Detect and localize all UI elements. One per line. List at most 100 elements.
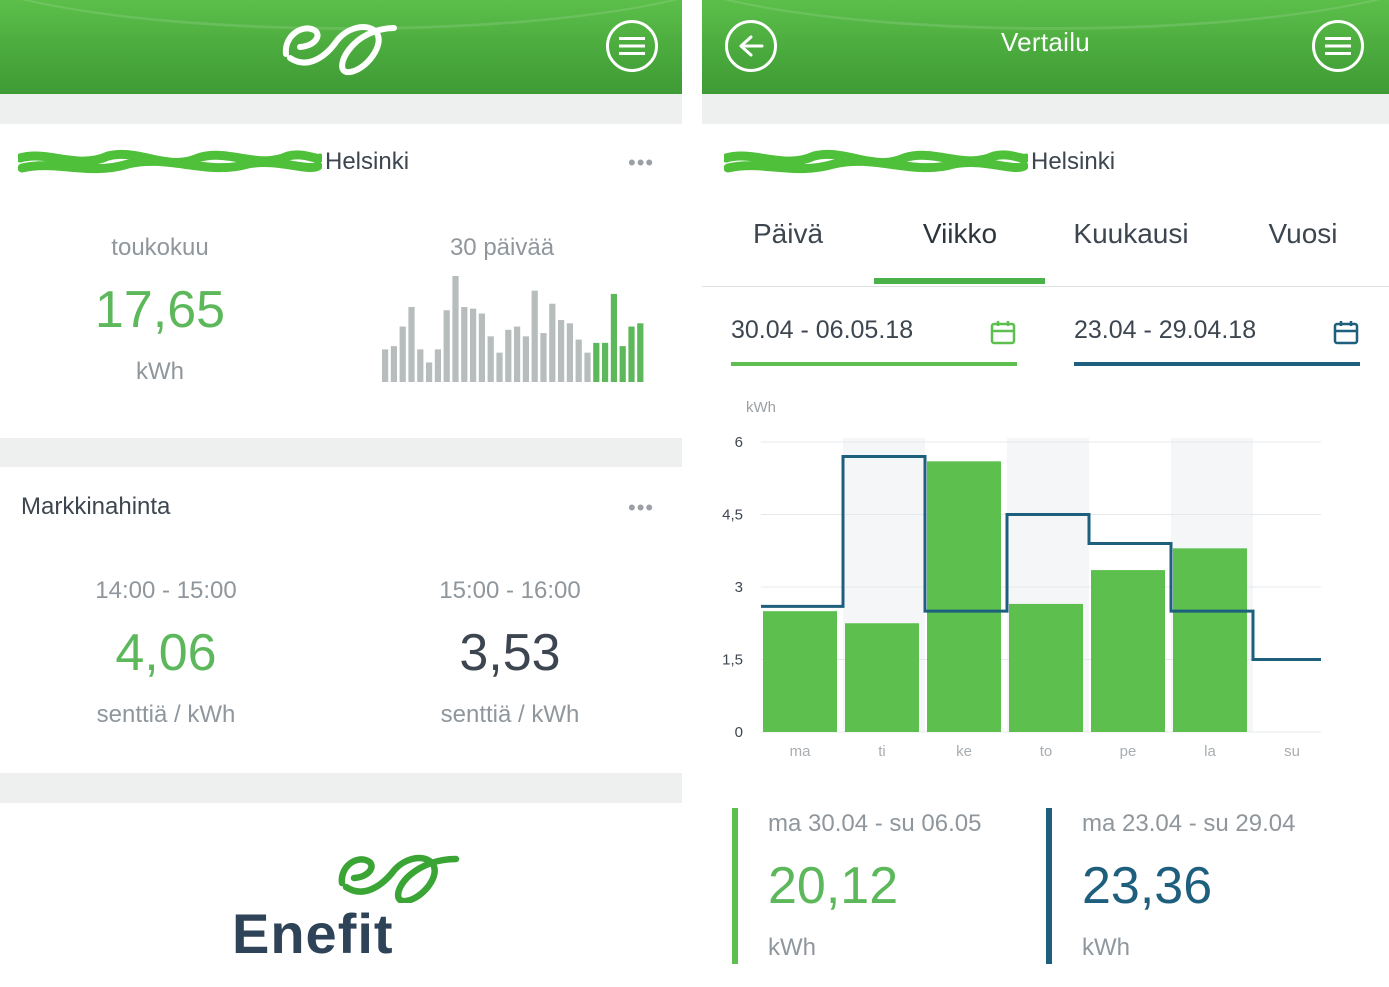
current-week-bar[interactable]: [845, 623, 919, 732]
spark-bar: [531, 290, 538, 382]
y-tick-label: 6: [735, 434, 743, 451]
tab-week[interactable]: Viikko: [922, 218, 998, 249]
days-label: 30 päivää: [449, 234, 555, 261]
current-legend-bar: [732, 808, 738, 964]
y-tick-label: 0: [735, 724, 743, 741]
redacted-address: [724, 149, 1028, 174]
spark-bar: [575, 339, 582, 382]
month-value: 17,65: [94, 281, 226, 339]
slot2-unit: senttiä / kWh: [440, 701, 580, 728]
more-dots-icon[interactable]: •••: [628, 495, 655, 520]
menu-button[interactable]: [606, 20, 658, 72]
current-week-bar[interactable]: [1173, 548, 1247, 732]
calendar-icon[interactable]: [1333, 320, 1359, 346]
current-period-field[interactable]: 30.04 - 06.05.18: [731, 310, 1017, 368]
hamburger-menu-icon: [619, 37, 645, 55]
weekly-comparison-chart: 0 1,5 3 4,5 6 kWh ma ti ke to pe la su: [722, 399, 1321, 760]
x-tick-label: ti: [878, 743, 886, 760]
y-tick-label: 4,5: [722, 507, 743, 524]
slot1-price: 4,06: [115, 624, 217, 682]
y-tick-label: 3: [735, 579, 743, 596]
spark-bar: [496, 352, 503, 382]
market-price-card[interactable]: Markkinahinta ••• 14:00 - 15:00 4,06 sen…: [0, 467, 682, 773]
previous-summary: ma 23.04 - su 29.04 23,36 kWh: [1046, 808, 1346, 964]
spark-bar: [426, 362, 433, 382]
current-summary: ma 30.04 - su 06.05 20,12 kWh: [732, 808, 1022, 964]
spark-bar: [434, 349, 441, 382]
app-header: [0, 0, 682, 94]
current-unit: kWh: [768, 934, 816, 961]
spark-bar: [522, 336, 529, 382]
month-unit: kWh: [136, 358, 184, 385]
slot1-unit: senttiä / kWh: [96, 701, 236, 728]
brand-footer: Enefit: [0, 803, 682, 987]
tab-month[interactable]: Kuukausi: [1073, 218, 1189, 249]
page-title: Vertailu: [1000, 27, 1091, 57]
spark-bar: [408, 306, 415, 382]
menu-button[interactable]: [1312, 20, 1364, 72]
location-label: Helsinki: [325, 148, 410, 175]
calendar-icon[interactable]: [990, 320, 1016, 346]
spark-bar: [452, 276, 459, 382]
x-tick-label: su: [1284, 743, 1300, 760]
current-week-bar[interactable]: [1009, 603, 1083, 732]
market-title: Markkinahinta: [21, 493, 171, 520]
tab-day[interactable]: Päivä: [752, 218, 824, 249]
previous-period-value: 23.04 - 29.04.18: [1074, 316, 1257, 344]
active-tab-indicator: [874, 278, 1045, 284]
spark-bar: [628, 326, 635, 382]
hamburger-menu-icon: [1325, 37, 1351, 55]
slot2-price: 3,53: [459, 624, 561, 682]
tab-year[interactable]: Vuosi: [1268, 218, 1338, 249]
more-dots-icon[interactable]: •••: [628, 150, 655, 175]
spark-bar: [514, 326, 521, 382]
right-screen: Vertailu Helsinki Päivä Viikko Kuukausi …: [702, 0, 1389, 987]
previous-range: ma 23.04 - su 29.04: [1082, 810, 1296, 837]
spark-bar: [487, 336, 494, 382]
x-tick-label: ke: [956, 743, 972, 760]
current-range: ma 30.04 - su 06.05: [768, 810, 982, 837]
spark-bar: [505, 329, 512, 382]
current-week-bar[interactable]: [1091, 570, 1165, 732]
previous-week-step-line: [761, 455, 1321, 661]
month-label: toukokuu: [111, 234, 209, 261]
previous-period-field[interactable]: 23.04 - 29.04.18: [1074, 310, 1360, 368]
spark-bar: [461, 306, 468, 382]
back-button[interactable]: [725, 20, 777, 72]
spark-bar: [382, 349, 389, 382]
spark-bar: [602, 342, 609, 382]
x-tick-label: to: [1040, 743, 1053, 760]
x-tick-label: pe: [1120, 743, 1137, 760]
back-arrow-icon: [739, 35, 764, 57]
location-label: Helsinki: [1031, 148, 1116, 175]
app-header: Vertailu: [702, 0, 1389, 94]
spark-bar: [610, 293, 617, 382]
spark-bar: [566, 323, 573, 382]
x-tick-label: la: [1204, 743, 1216, 760]
y-axis-unit: kWh: [746, 399, 776, 416]
current-week-bar[interactable]: [927, 461, 1001, 732]
sparkline-chart: [382, 276, 644, 382]
enefit-eo-logo-icon: [282, 24, 397, 76]
spark-bar: [478, 313, 485, 382]
current-total: 20,12: [768, 857, 899, 915]
x-tick-label: ma: [790, 743, 811, 760]
spark-bar: [417, 349, 424, 382]
current-period-value: 30.04 - 06.05.18: [731, 316, 914, 344]
brand-name: Enefit: [232, 902, 394, 965]
current-week-bar[interactable]: [763, 611, 837, 732]
spark-bar: [399, 326, 406, 382]
consumption-card[interactable]: Helsinki ••• toukokuu 17,65 kWh 30 päivä…: [0, 124, 682, 438]
y-tick-label: 1,5: [722, 652, 743, 669]
previous-unit: kWh: [1082, 934, 1130, 961]
spark-bar: [549, 303, 556, 382]
spark-bar: [540, 333, 547, 382]
left-screen: Helsinki ••• toukokuu 17,65 kWh 30 päivä…: [0, 0, 682, 987]
spark-bar: [593, 342, 600, 382]
slot2-time: 15:00 - 16:00: [439, 577, 581, 604]
spark-bar: [637, 323, 644, 382]
previous-total: 23,36: [1082, 857, 1213, 915]
previous-legend-bar: [1046, 808, 1052, 964]
enefit-eo-logo-icon: [338, 854, 460, 903]
spark-bar: [558, 320, 565, 382]
